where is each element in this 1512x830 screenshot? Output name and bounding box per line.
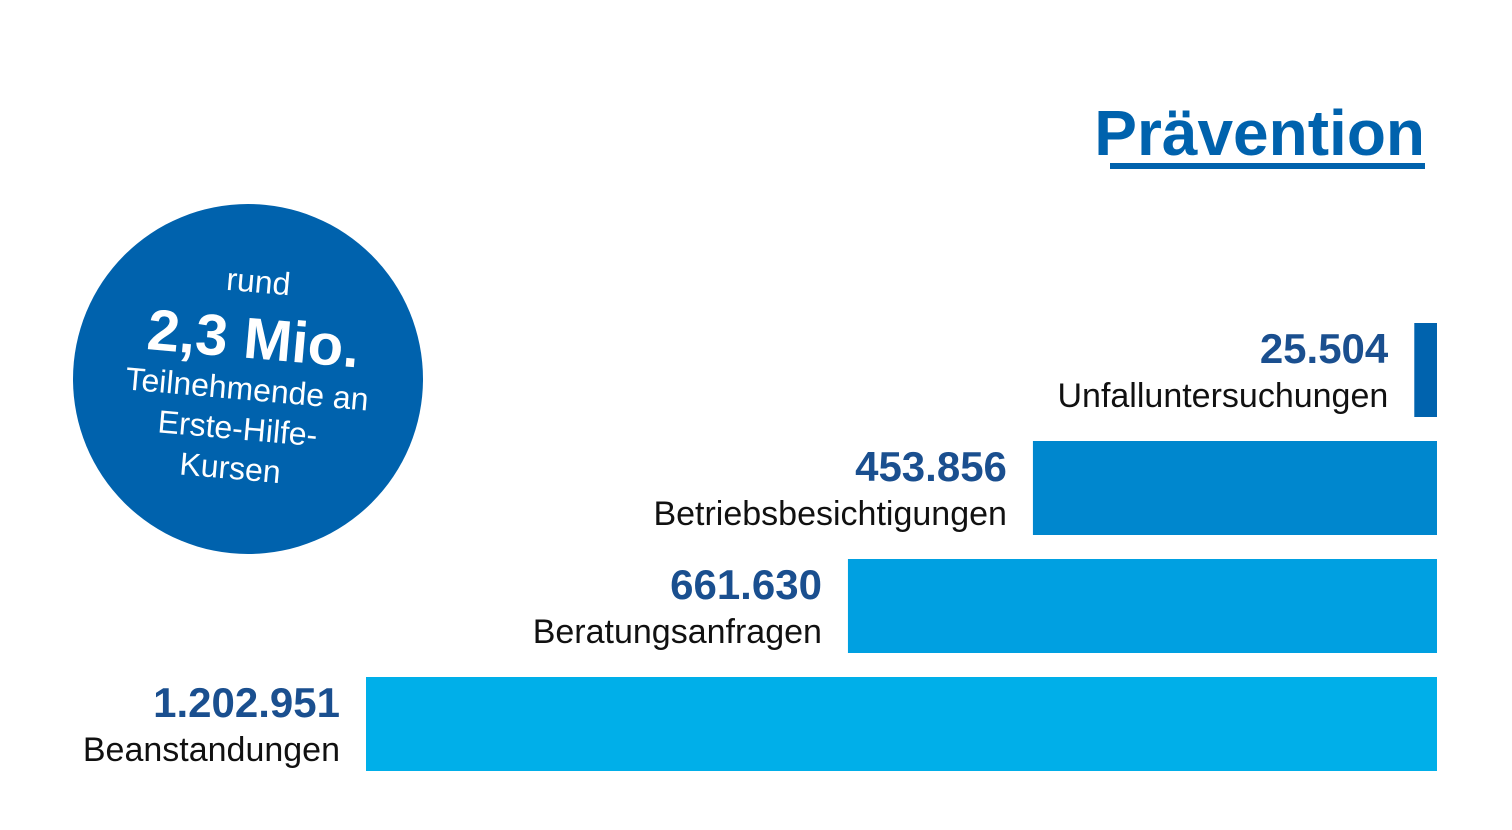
title-group: Prävention [1094,97,1425,169]
category-label: Beanstandungen [83,731,340,769]
bar-beratungsanfragen [847,559,1437,653]
callout-background [73,204,423,554]
value-label: 453.856 [855,443,1007,490]
category-label: Betriebsbesichtigungen [653,495,1006,533]
callout-line4: Kursen [178,445,282,490]
bars: 25.504 Unfalluntersuchungen 453.856 Betrieb… [83,323,1437,771]
callout-line1: rund [225,261,292,302]
bar-unfalluntersuchungen [1414,323,1437,417]
value-label: 661.630 [670,561,822,608]
bar-beanstandungen [366,677,1437,771]
value-label: 25.504 [1260,325,1389,372]
category-label: Beratungsanfragen [533,613,822,651]
title-underline [1110,163,1425,169]
value-label: 1.202.951 [153,679,340,726]
chart-title: Prävention [1094,97,1425,169]
bar-betriebsbesichtigungen [1032,441,1437,535]
callout-circle: rund 2,3 Mio. Teilnehmende an Erste-Hilf… [73,204,423,554]
category-label: Unfalluntersuchungen [1057,377,1388,415]
